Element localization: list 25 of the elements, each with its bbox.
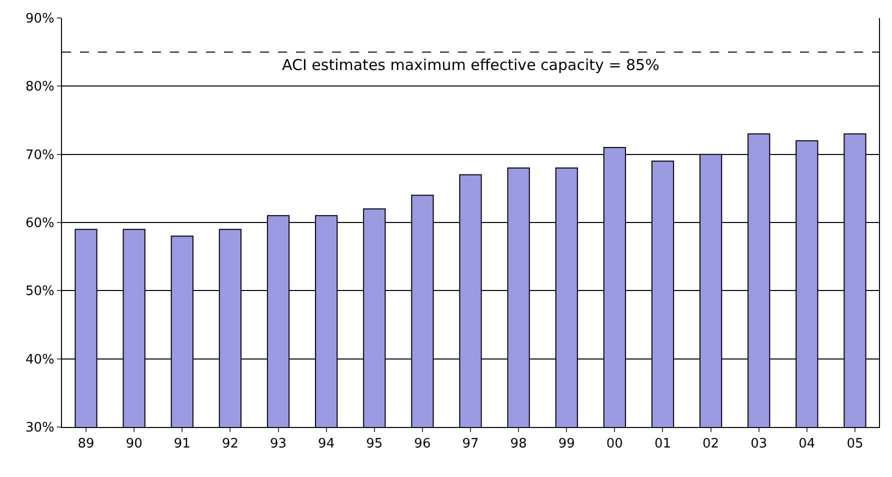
x-tick-label: 01	[654, 436, 672, 452]
y-tick-label: 70%	[25, 148, 54, 163]
x-tick-label: 95	[366, 436, 383, 452]
y-tick-label: 90%	[25, 12, 54, 27]
ref-line-label: ACI estimates maximum effective capacity = 85%	[282, 56, 660, 74]
y-tick-label: 60%	[25, 216, 54, 232]
x-tick-label: 00	[606, 436, 623, 452]
x-tick-label: 91	[174, 436, 190, 452]
x-tick-label: 05	[846, 436, 864, 452]
x-tick-label: 04	[798, 436, 816, 452]
y-tick-label: 80%	[25, 80, 54, 95]
x-tick-label: 96	[414, 436, 431, 452]
x-tick-label: 03	[750, 436, 768, 452]
x-tick-label: 02	[702, 436, 720, 452]
x-tick-label: 98	[510, 436, 527, 452]
x-tick-label: 89	[78, 436, 94, 452]
y-tick-label: 50%	[25, 284, 54, 300]
x-tick-label: 97	[462, 436, 479, 452]
y-tick-label: 40%	[25, 352, 54, 368]
x-tick-label: 93	[270, 436, 287, 452]
x-tick-label: 90	[126, 436, 142, 452]
y-tick-label: 30%	[25, 420, 54, 436]
x-tick-label: 94	[318, 436, 335, 452]
x-tick-label: 99	[558, 436, 575, 452]
x-tick-label: 92	[222, 436, 238, 452]
